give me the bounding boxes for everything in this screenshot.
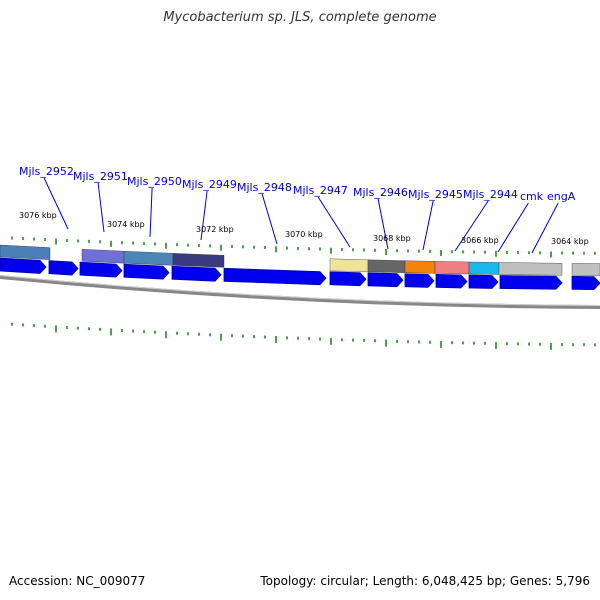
label-connector [531,202,559,254]
label-connector [317,196,351,248]
genome-summary-text: Topology: circular; Length: 6,048,425 bp… [260,574,590,588]
kbp-label: 3076 kbp [19,211,57,220]
feature-blocks [0,244,600,276]
feature-block[interactable] [571,263,600,276]
gene-arrow[interactable] [367,272,404,288]
gene-arrow[interactable] [435,273,468,289]
label-connector [149,187,153,238]
feature-block[interactable] [123,250,174,266]
gene-label[interactable]: Mjls_2947 [293,184,348,197]
gene-label[interactable]: Mjls_2949 [182,178,237,191]
gene-label[interactable]: Mjls_2944 [463,188,518,201]
accession-text: Accession: NC_009077 [9,574,146,588]
gene-arrow[interactable] [571,275,600,291]
gene-label[interactable]: Mjls_2952 [19,165,74,178]
label-connector [377,198,389,250]
gene-arrow[interactable] [329,271,367,287]
feature-block[interactable] [404,260,436,274]
label-connector [422,200,434,251]
label-connector [261,193,278,245]
label-connectors [43,177,559,254]
gene-arrows [0,257,600,291]
kbp-label: 3066 kbp [461,236,499,245]
feature-block[interactable] [81,249,125,264]
feature-block[interactable] [329,258,369,273]
gene-arrow[interactable] [499,275,563,290]
genome-title: Mycobacterium sp. JLS, complete genome [163,10,437,25]
gene-arrow[interactable] [223,267,327,286]
feature-block[interactable] [0,244,51,260]
kbp-label: 3070 kbp [285,230,323,239]
feature-block[interactable] [468,261,500,275]
gene-label[interactable]: Mjls_2946 [353,186,408,199]
gene-arrow[interactable] [171,265,222,282]
kbp-label: 3074 kbp [107,220,145,229]
feature-block[interactable] [172,253,225,268]
gene-arrow[interactable] [0,257,47,274]
label-connector [454,200,489,252]
label-connector [97,182,105,233]
genome-backbone-highlight [0,275,600,306]
label-connector [200,190,208,241]
gene-arrow[interactable] [79,261,123,278]
kbp-label: 3064 kbp [551,237,589,246]
gene-label[interactable]: Mjls_2950 [127,175,182,188]
feature-block[interactable] [367,259,406,273]
label-connector [43,177,69,230]
gene-label[interactable]: Mjls_2945 [408,188,463,201]
gene-label[interactable]: Mjls_2951 [73,170,128,183]
kbp-label: 3068 kbp [373,234,411,243]
gene-labels: Mjls_2952 Mjls_2951 Mjls_2950 Mjls_2949 Mjls… [19,165,576,203]
tick-marks [11,236,596,350]
gene-label[interactable]: engA [547,190,576,203]
kbp-labels: 3076 kbp 3074 kbp 3072 kbp 3070 kbp 3068 kbp… [19,211,589,246]
feature-block[interactable] [434,261,470,275]
label-connector [497,202,529,253]
gene-label[interactable]: cmk [520,190,544,203]
gene-arrow[interactable] [48,260,79,276]
gene-arrow[interactable] [123,263,170,280]
feature-block[interactable] [498,262,563,276]
genome-backbone [0,275,600,309]
gene-arrow[interactable] [404,273,435,288]
gene-arrow[interactable] [468,274,499,289]
kbp-label: 3072 kbp [196,225,234,234]
gene-label[interactable]: Mjls_2948 [237,181,292,194]
